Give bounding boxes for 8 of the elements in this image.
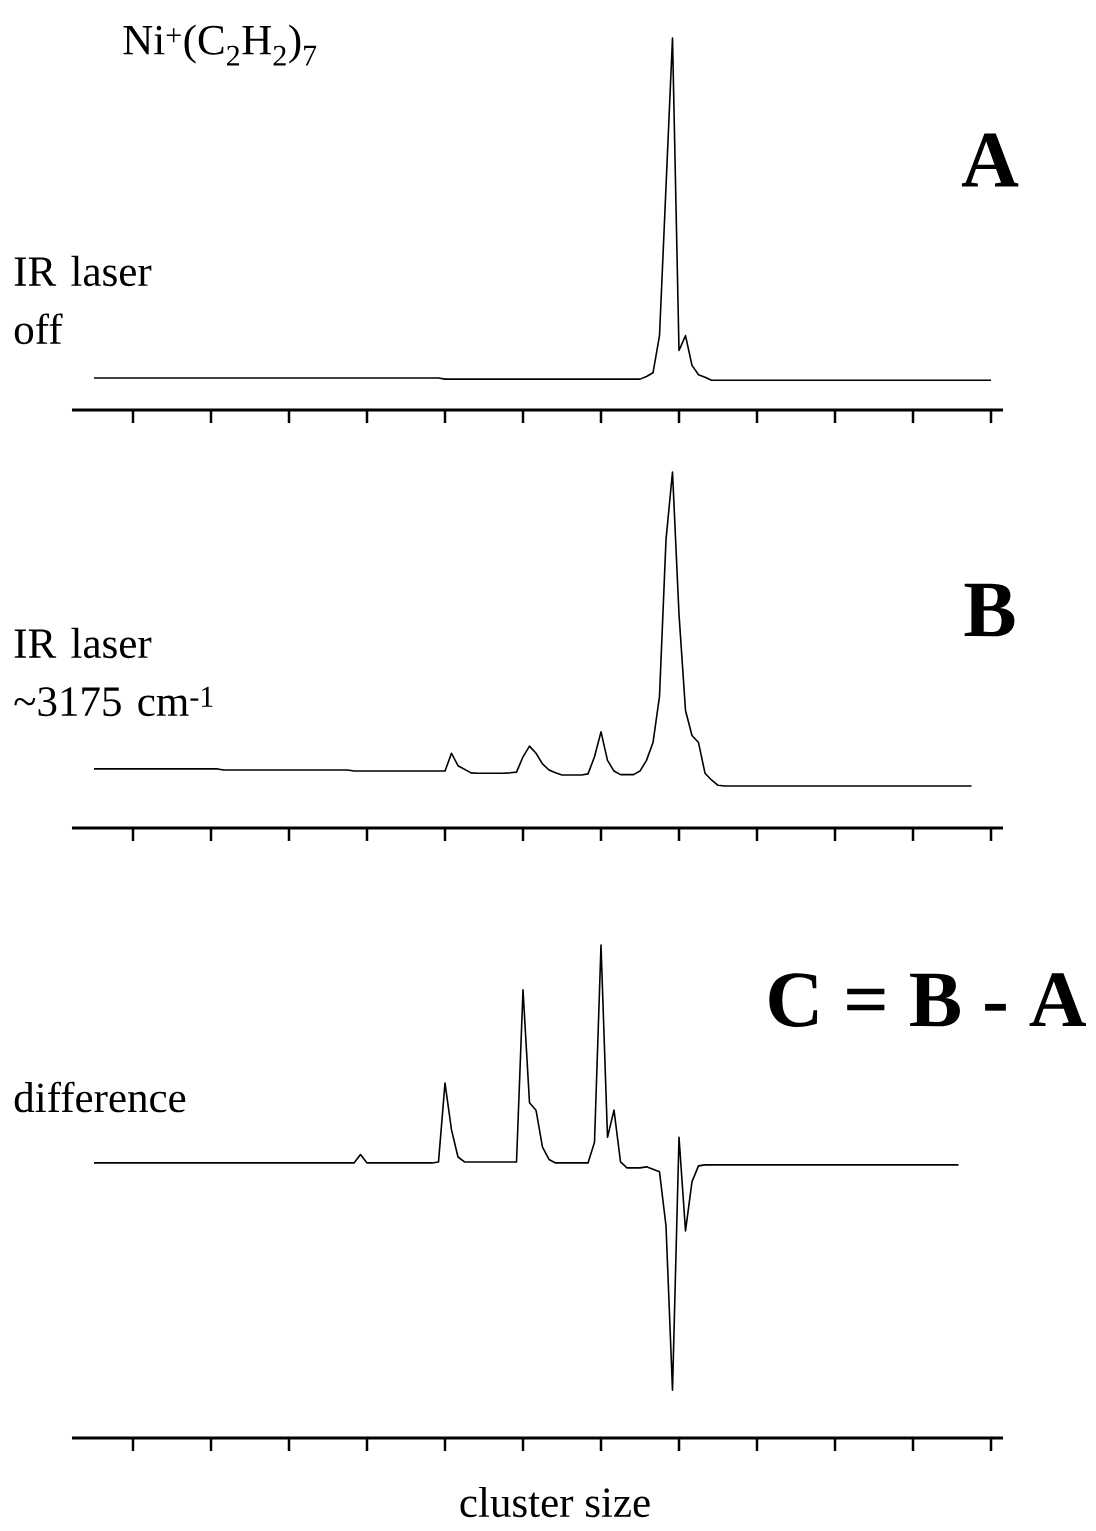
text: B bbox=[964, 583, 1015, 637]
annotation: Ni$^{+}$(C$_{2}$H$_{2}$)$_{7}$ bbox=[123, 24, 317, 66]
y-axis-title: IR laser off bbox=[14, 255, 152, 345]
x-axis-title: cluster size bbox=[460, 1486, 650, 1518]
y-axis-title: difference bbox=[14, 1081, 186, 1113]
text: A bbox=[961, 133, 1019, 187]
chart-title: C = B - A bbox=[769, 973, 1086, 1027]
y-axis-title: IR laser ~3175 cm$^{-1}$ bbox=[14, 627, 213, 717]
